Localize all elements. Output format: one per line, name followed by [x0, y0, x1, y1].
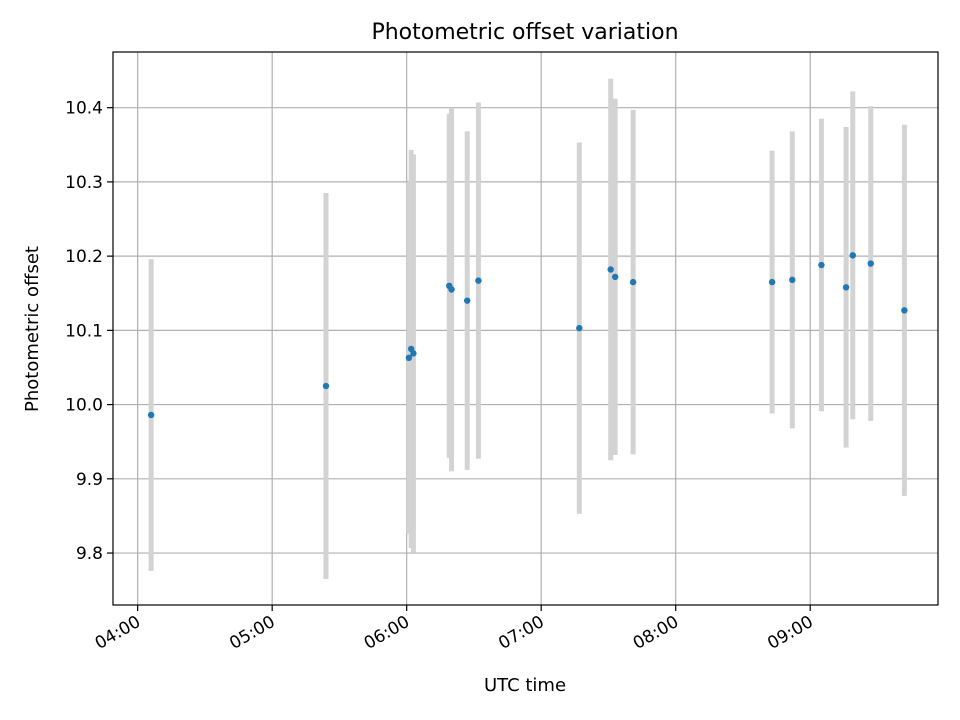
- y-tick-label: 9.8: [76, 544, 103, 564]
- data-point: [818, 261, 825, 269]
- y-tick-label: 10.4: [65, 99, 103, 119]
- data-point: [410, 350, 417, 357]
- data-point: [147, 411, 155, 419]
- y-tick-label: 10.2: [65, 247, 103, 267]
- data-point: [607, 266, 614, 273]
- data-point: [322, 382, 330, 390]
- data-point: [842, 284, 850, 291]
- data-point: [768, 278, 776, 286]
- data-point: [867, 260, 874, 267]
- data-points: [147, 252, 908, 419]
- data-point: [789, 276, 796, 284]
- y-axis-label: Photometric offset: [22, 246, 43, 412]
- y-tick-label: 10.1: [65, 321, 103, 341]
- data-point: [448, 286, 455, 293]
- data-point: [576, 324, 583, 332]
- data-point: [849, 252, 857, 259]
- data-point: [475, 277, 482, 284]
- y-axis-ticks: 9.8 9.9 10.0 10.1 10.2 10.3 10.4: [65, 99, 113, 564]
- chart-title: Photometric offset variation: [371, 20, 678, 45]
- plot-frame: [112, 51, 939, 606]
- data-point: [629, 278, 637, 286]
- x-axis-label: UTC time: [484, 675, 566, 696]
- data-point: [405, 354, 413, 362]
- y-tick-label: 10.0: [65, 396, 103, 416]
- y-tick-label: 10.3: [65, 173, 103, 193]
- data-point: [901, 307, 908, 314]
- data-point: [464, 297, 471, 304]
- data-point: [611, 273, 619, 281]
- y-tick-label: 9.9: [76, 470, 103, 490]
